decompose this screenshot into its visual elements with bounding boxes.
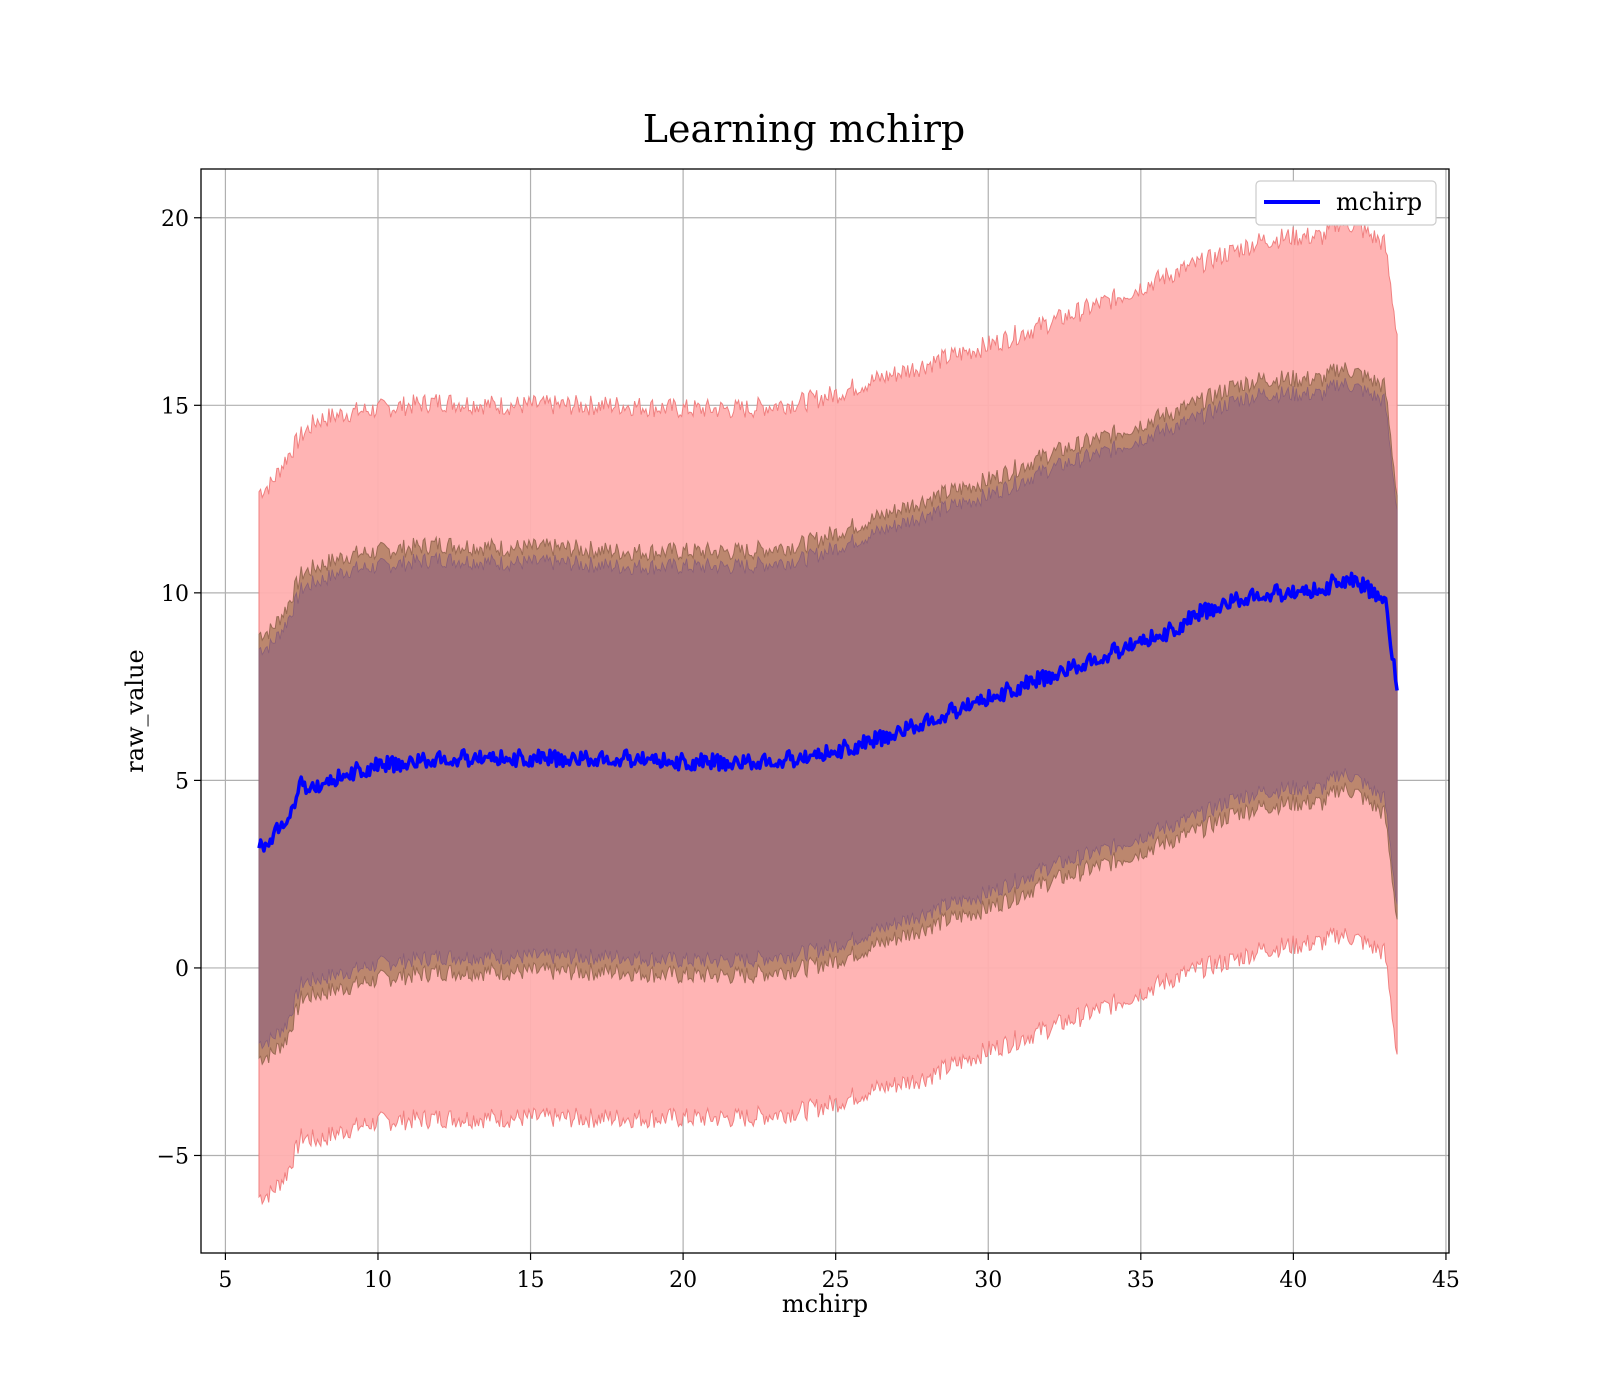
plot-frame	[200, 168, 1450, 1254]
x-tick-label: 10	[364, 1268, 392, 1293]
axis-ticks: 5 10 15 20 25 30 35 40 45 −5 0 5 10 15 20	[157, 207, 1460, 1293]
mean-line-layer	[257, 571, 1399, 853]
x-tick-label: 25	[822, 1268, 850, 1293]
x-tick-label: 35	[1127, 1268, 1155, 1293]
y-axis-label: raw_value	[121, 649, 149, 773]
x-axis-label: mchirp	[782, 1290, 868, 1318]
series-line-mchirp	[257, 571, 1399, 853]
x-tick-label: 15	[517, 1268, 545, 1293]
y-tick-label: 5	[175, 769, 189, 794]
x-tick-label: 40	[1279, 1268, 1307, 1293]
y-tick-label: 10	[161, 582, 189, 607]
x-tick-label: 30	[974, 1268, 1002, 1293]
y-tick-label: 0	[175, 957, 189, 982]
band-inner	[258, 377, 1398, 1050]
y-tick-label: 20	[161, 207, 189, 232]
legend-box	[1255, 180, 1437, 226]
legend-label-mchirp: mchirp	[1336, 188, 1422, 216]
bands	[258, 215, 1398, 1206]
legend: mchirp	[1255, 180, 1437, 226]
y-tick-label: −5	[157, 1144, 189, 1169]
chart-title: Learning mchirp	[643, 107, 965, 151]
x-tick-label: 20	[669, 1268, 697, 1293]
y-tick-label: 15	[161, 394, 189, 419]
x-tick-label: 5	[218, 1268, 232, 1293]
x-tick-label: 45	[1432, 1268, 1460, 1293]
